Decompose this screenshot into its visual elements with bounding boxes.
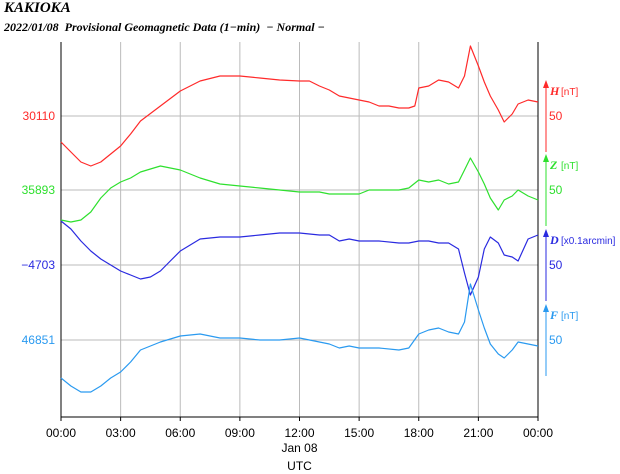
scale-value-z: 50 [549, 183, 563, 197]
x-tick-label: 06:00 [165, 426, 195, 440]
chart-subtitle: 2022/01/08 Provisional Geomagnetic Data … [4, 20, 325, 34]
series-line-h [60, 45, 539, 167]
scale-arrow-f [543, 304, 549, 312]
station-title: KAKIOKA [4, 0, 71, 16]
component-unit-z: [nT] [561, 161, 578, 172]
component-label-d: D [549, 233, 559, 247]
x-tick-label: 09:00 [225, 426, 255, 440]
x-tick-label: 21:00 [463, 426, 493, 440]
scale-arrow-d [543, 229, 549, 237]
baseline-value-f: 46851 [22, 333, 56, 347]
x-tick-label: 15:00 [344, 426, 374, 440]
baseline-value-d: −4703 [21, 258, 55, 272]
x-date-label: Jan 08 [281, 441, 317, 455]
series-line-f [60, 283, 539, 393]
x-tick-label: 18:00 [404, 426, 434, 440]
scale-arrow-z [543, 154, 549, 162]
x-tick-label: 12:00 [284, 426, 314, 440]
component-label-f: F [549, 308, 558, 322]
scale-value-f: 50 [549, 333, 563, 347]
component-unit-d: [x0.1arcmin] [561, 236, 616, 247]
scale-value-h: 50 [549, 109, 563, 123]
component-unit-f: [nT] [561, 311, 578, 322]
x-tick-label: 00:00 [523, 426, 553, 440]
series-line-z [60, 157, 539, 223]
series-line-d [60, 220, 539, 296]
component-label-z: Z [549, 158, 558, 172]
scale-value-d: 50 [549, 258, 563, 272]
baseline-value-z: 35893 [22, 183, 56, 197]
scale-arrow-h [543, 80, 549, 88]
component-unit-h: [nT] [561, 87, 578, 98]
component-label-h: H [549, 84, 560, 98]
baseline-value-h: 30110 [23, 109, 56, 123]
x-tick-label: 03:00 [106, 426, 136, 440]
x-unit-label: UTC [287, 459, 312, 473]
x-tick-label: 00:00 [46, 426, 76, 440]
